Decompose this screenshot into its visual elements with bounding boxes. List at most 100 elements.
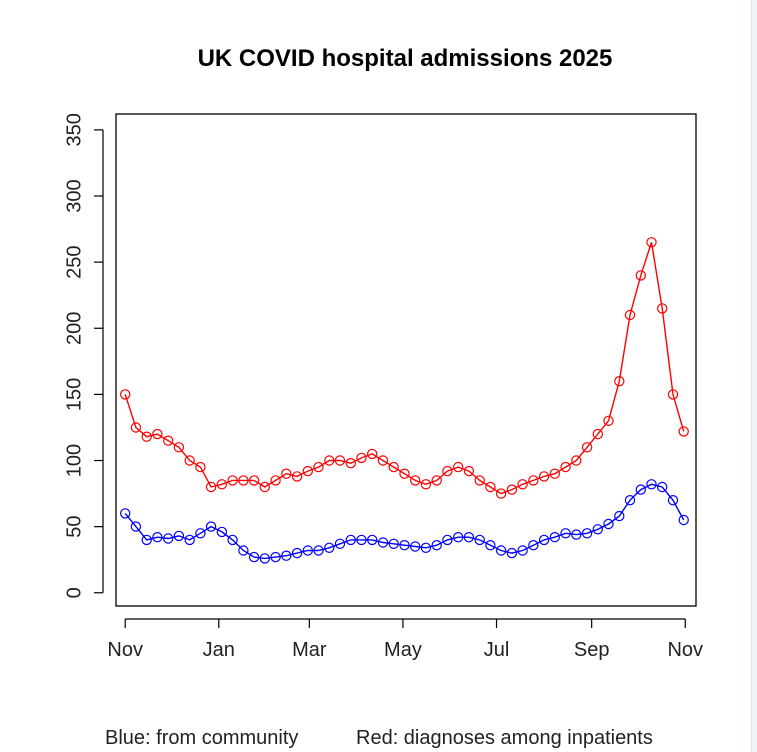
- legend-community: Blue: from community: [105, 727, 298, 749]
- data-point: [205, 521, 217, 532]
- data-point: [581, 442, 593, 453]
- y-tick-label: 350: [63, 113, 85, 146]
- series-line-1: [124, 483, 685, 560]
- data-point: [560, 528, 571, 539]
- data-point: [248, 475, 260, 486]
- data-point: [614, 510, 625, 522]
- data-point: [463, 465, 475, 477]
- data-point: [195, 528, 206, 539]
- data-point: [227, 534, 238, 546]
- data-point: [646, 479, 657, 490]
- series-line-2: [124, 242, 685, 495]
- data-point: [324, 455, 335, 466]
- x-tick-label: Nov: [107, 639, 143, 661]
- data-point: [141, 534, 152, 546]
- data-point: [173, 442, 185, 453]
- axes: 0 50 100 150 200 250 300 350 Nov Jan Mar May Jul Sep N…: [63, 113, 703, 661]
- data-point: [442, 465, 453, 477]
- data-point: [506, 484, 518, 495]
- legend-inpatients: Red: diagnoses among inpatients: [356, 727, 653, 749]
- x-tick-label: Mar: [292, 639, 327, 661]
- data-point: [259, 553, 270, 564]
- data-point: [130, 422, 142, 433]
- data-point: [474, 475, 485, 486]
- data-point: [130, 521, 142, 532]
- data-point: [195, 461, 206, 473]
- data-point: [270, 551, 281, 563]
- data-point: [302, 545, 313, 556]
- data-point: [356, 452, 367, 464]
- data-point: [184, 534, 195, 546]
- data-point: [356, 534, 367, 546]
- data-point: [388, 461, 399, 473]
- data-point: [227, 475, 238, 486]
- data-point: [410, 475, 421, 486]
- data-point: [571, 529, 582, 540]
- data-point: [313, 461, 324, 473]
- data-point: [259, 481, 270, 493]
- data-point: [248, 551, 260, 563]
- data-point: [216, 479, 228, 490]
- data-point: [399, 540, 410, 551]
- data-point: [495, 545, 507, 556]
- data-point: [549, 532, 561, 543]
- data-point: [152, 532, 163, 543]
- data-point: [399, 468, 410, 479]
- data-point: [657, 303, 668, 314]
- y-tick-label: 300: [63, 179, 85, 212]
- data-point: [334, 538, 346, 550]
- data-point: [388, 538, 399, 550]
- chart-title: UK COVID hospital admissions 2025: [198, 45, 613, 72]
- data-point: [420, 479, 432, 490]
- y-tick-label: 50: [63, 516, 85, 538]
- data-point: [162, 435, 174, 446]
- data-point: [463, 532, 475, 543]
- data-point: [420, 542, 432, 554]
- data-point: [592, 524, 604, 535]
- data-point: [410, 541, 421, 552]
- x-tick-label: Nov: [667, 639, 703, 661]
- data-point: [581, 528, 593, 539]
- data-point: [238, 545, 249, 556]
- data-point: [474, 534, 485, 546]
- data-point: [571, 455, 582, 466]
- data-point: [377, 537, 389, 548]
- data-point: [119, 508, 131, 519]
- data-point: [635, 270, 647, 281]
- data-point: [485, 540, 496, 551]
- data-point: [538, 471, 550, 482]
- data-point: [334, 455, 346, 466]
- data-point: [517, 545, 528, 556]
- data-point: [495, 488, 507, 499]
- data-point: [678, 514, 689, 526]
- data-point: [528, 540, 539, 551]
- data-point: [173, 530, 185, 542]
- data-point: [657, 481, 668, 493]
- data-point: [538, 534, 550, 546]
- data-point: [506, 547, 518, 559]
- data-point: [646, 237, 657, 248]
- y-tick-label: 150: [63, 378, 85, 411]
- data-point: [184, 455, 195, 466]
- data-point: [528, 475, 539, 486]
- data-point: [281, 468, 292, 479]
- data-point: [152, 428, 163, 440]
- data-point: [377, 455, 389, 466]
- data-point: [162, 533, 174, 544]
- x-tick-label: May: [384, 639, 422, 661]
- data-point: [313, 545, 324, 556]
- data-marks: [119, 237, 689, 564]
- data-point: [291, 471, 303, 482]
- data-point: [345, 534, 356, 546]
- data-point: [291, 547, 303, 559]
- data-point: [592, 428, 604, 440]
- data-point: [270, 475, 281, 486]
- x-tick-label: Jul: [484, 639, 510, 661]
- data-point: [517, 479, 528, 490]
- data-point: [345, 458, 356, 469]
- y-tick-label: 250: [63, 245, 85, 278]
- data-point: [678, 426, 689, 437]
- x-tick-label: Sep: [574, 639, 610, 661]
- data-point: [302, 465, 313, 477]
